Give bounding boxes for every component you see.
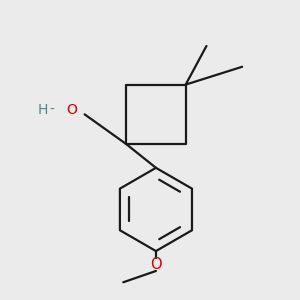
Text: O: O [66,103,77,117]
Text: -: - [49,103,54,117]
Text: O: O [150,257,162,272]
Text: H: H [38,103,48,117]
